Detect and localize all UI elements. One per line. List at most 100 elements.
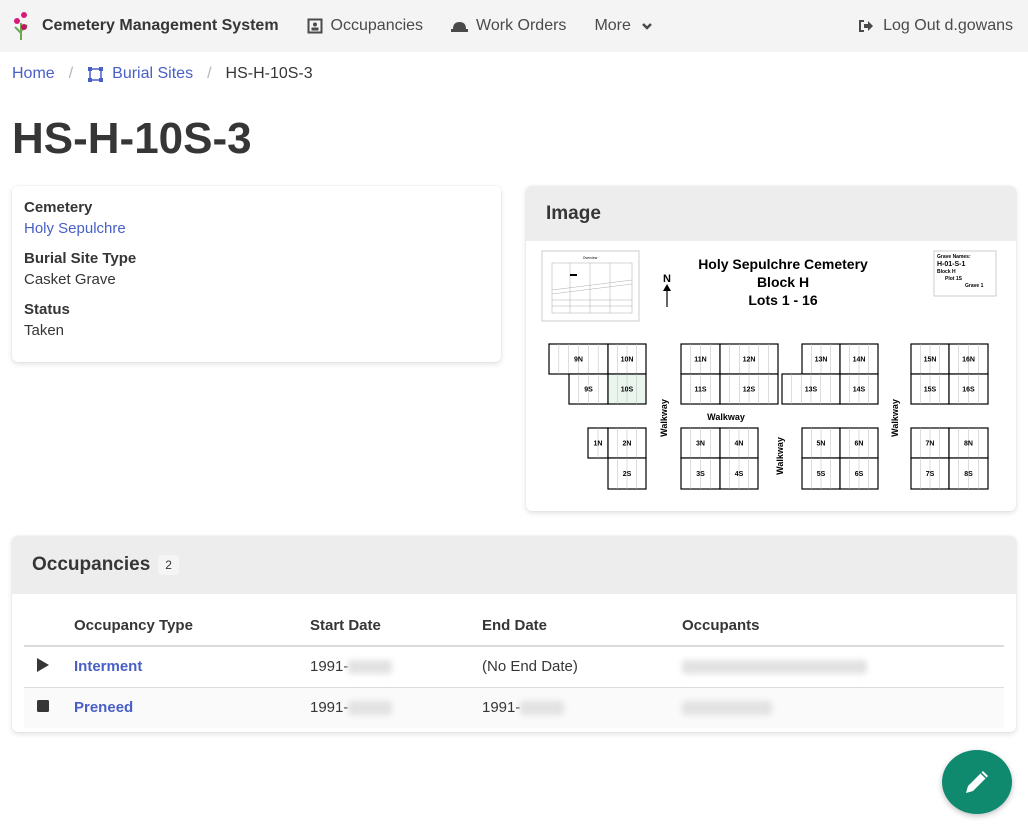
overview-label: Overview: [583, 256, 598, 260]
lot-label: 16S: [962, 387, 975, 394]
svg-text:Lots 1 - 16: Lots 1 - 16: [748, 292, 817, 308]
breadcrumb-burial-sites-label: Burial Sites: [112, 65, 194, 82]
occupancies-table: Occupancy Type Start Date End Date Occup…: [24, 606, 1004, 728]
occupancies-header: Occupancies 2: [12, 536, 1016, 594]
lot-label: 4N: [735, 441, 744, 448]
breadcrumb-separator: /: [68, 65, 74, 82]
lot-label: 13N: [815, 357, 828, 364]
svg-text:Walkway: Walkway: [775, 437, 785, 475]
lot-16s: 16S: [948, 373, 989, 405]
svg-text:Plot 1S: Plot 1S: [945, 276, 963, 282]
lot-label: 7N: [926, 441, 935, 448]
hard-hat-icon: [451, 22, 469, 32]
nav-more-dropdown[interactable]: More: [594, 17, 660, 35]
navbar: Cemetery Management System Occupancies W…: [0, 0, 1028, 52]
brand-link[interactable]: Cemetery Management System: [12, 11, 279, 41]
lot-13n: 13N: [801, 343, 841, 375]
occupancies-title: Occupancies: [32, 554, 151, 575]
lot-16n: 16N: [948, 343, 989, 375]
occupancy-type-link[interactable]: Interment: [74, 658, 143, 676]
walkway-labels: Walkway Walkway Walkway Walkway: [659, 399, 900, 475]
lot-6s: 6S: [839, 457, 879, 490]
occupants-cell: [682, 646, 1004, 688]
table-row: Interment 1991- (No End Date): [24, 646, 1004, 688]
lot-13s: 13S: [781, 373, 841, 405]
tulip-logo-icon: [14, 12, 28, 40]
cemetery-label: Cemetery: [24, 199, 93, 216]
lot-3n: 3N: [680, 427, 721, 459]
image-panel-title: Image: [546, 202, 601, 224]
page-title: HS-H-10S-3: [12, 114, 252, 163]
cemetery-link[interactable]: Holy Sepulchre: [24, 220, 126, 237]
lot-8s: 8S: [948, 457, 989, 490]
lot-5s: 5S: [801, 457, 841, 490]
play-icon: [37, 657, 49, 672]
burial-site-info-panel: Cemetery Holy Sepulchre Burial Site Type…: [12, 186, 501, 362]
lot-5n: 5N: [801, 427, 841, 459]
pencil-icon: [966, 771, 988, 793]
lot-label: 15S: [924, 387, 937, 394]
lot-label: 6S: [855, 471, 864, 478]
nav-work-orders[interactable]: Work Orders: [451, 17, 566, 35]
breadcrumb-current: HS-H-10S-3: [225, 65, 313, 82]
lot-10n: 10N: [607, 343, 647, 375]
lot-label: 2S: [623, 471, 632, 478]
lot-label: 9N: [574, 357, 583, 364]
nav-occupancies[interactable]: Occupancies: [307, 17, 424, 35]
breadcrumb: Home / Burial Sites / HS-H-10S-3: [12, 65, 313, 83]
end-date-cell: (No End Date): [482, 646, 682, 688]
north-arrow-icon: N: [663, 273, 671, 307]
breadcrumb-home[interactable]: Home: [12, 65, 55, 82]
lot-4s: 4S: [719, 457, 759, 490]
edit-button[interactable]: [942, 750, 1012, 814]
lot-label: 12N: [743, 357, 756, 364]
lot-11n: 11N: [680, 343, 721, 375]
lot-11s: 11S: [680, 373, 721, 405]
brand-title: Cemetery Management System: [42, 17, 279, 34]
stop-icon: [37, 699, 49, 712]
lot-label: 16N: [962, 357, 975, 364]
column-start-date: Start Date: [310, 606, 482, 647]
lot-label: 5N: [817, 441, 826, 448]
occupants-cell: [682, 687, 1004, 728]
lot-label: 9S: [584, 387, 593, 394]
lot-9s: 9S: [568, 373, 609, 405]
nav-occupancies-label: Occupancies: [330, 17, 424, 34]
burial-site-type-value: Casket Grave: [24, 271, 116, 288]
lot-label: 11N: [694, 357, 706, 364]
occupancy-icon: [307, 18, 323, 34]
cemetery-block-map[interactable]: Overview Holy Sepulchre Cemetery Block H…: [526, 241, 1016, 511]
lot-label: 6N: [855, 441, 864, 448]
occupancies-count-badge: 2: [158, 555, 179, 575]
map-lots: 9N 10N 9S 10S 11N 12N 11S 12S 13N 14N 13S 14S 15N 16N…: [548, 343, 989, 490]
lot-label: 10S: [621, 387, 634, 394]
lot-6n: 6N: [839, 427, 879, 459]
lot-label: 5S: [817, 471, 826, 478]
lot-2s: 2S: [607, 457, 647, 490]
column-occupancy-type: Occupancy Type: [74, 606, 310, 647]
logout-link[interactable]: Log Out d.gowans: [858, 17, 1013, 35]
chevron-down-icon: [642, 23, 652, 30]
breadcrumb-burial-sites[interactable]: Burial Sites: [87, 65, 193, 83]
lot-label: 8N: [964, 441, 973, 448]
svg-text:H-01-S-1: H-01-S-1: [937, 261, 966, 268]
lot-label: 1N: [594, 441, 603, 448]
image-panel: Image Overview Holy Sepulchre Cemetery B…: [526, 186, 1016, 511]
svg-text:Walkway: Walkway: [890, 399, 900, 437]
svg-text:Block H: Block H: [937, 269, 956, 275]
start-date-cell: 1991-: [310, 646, 482, 688]
svg-text:Block H: Block H: [757, 274, 809, 290]
lot-9n: 9N: [548, 343, 609, 375]
lot-7s: 7S: [910, 457, 950, 490]
lot-label: 13S: [805, 387, 818, 394]
occupancy-type-link[interactable]: Preneed: [74, 699, 134, 717]
lot-10s: 10S: [607, 373, 647, 405]
lot-label: 14S: [853, 387, 866, 394]
lot-label: 14N: [853, 357, 866, 364]
svg-text:N: N: [663, 273, 671, 285]
lot-15n: 15N: [910, 343, 950, 375]
image-panel-header: Image: [526, 186, 1016, 241]
lot-14s: 14S: [839, 373, 879, 405]
burial-site-type-label: Burial Site Type: [24, 250, 137, 267]
lot-4n: 4N: [719, 427, 759, 459]
